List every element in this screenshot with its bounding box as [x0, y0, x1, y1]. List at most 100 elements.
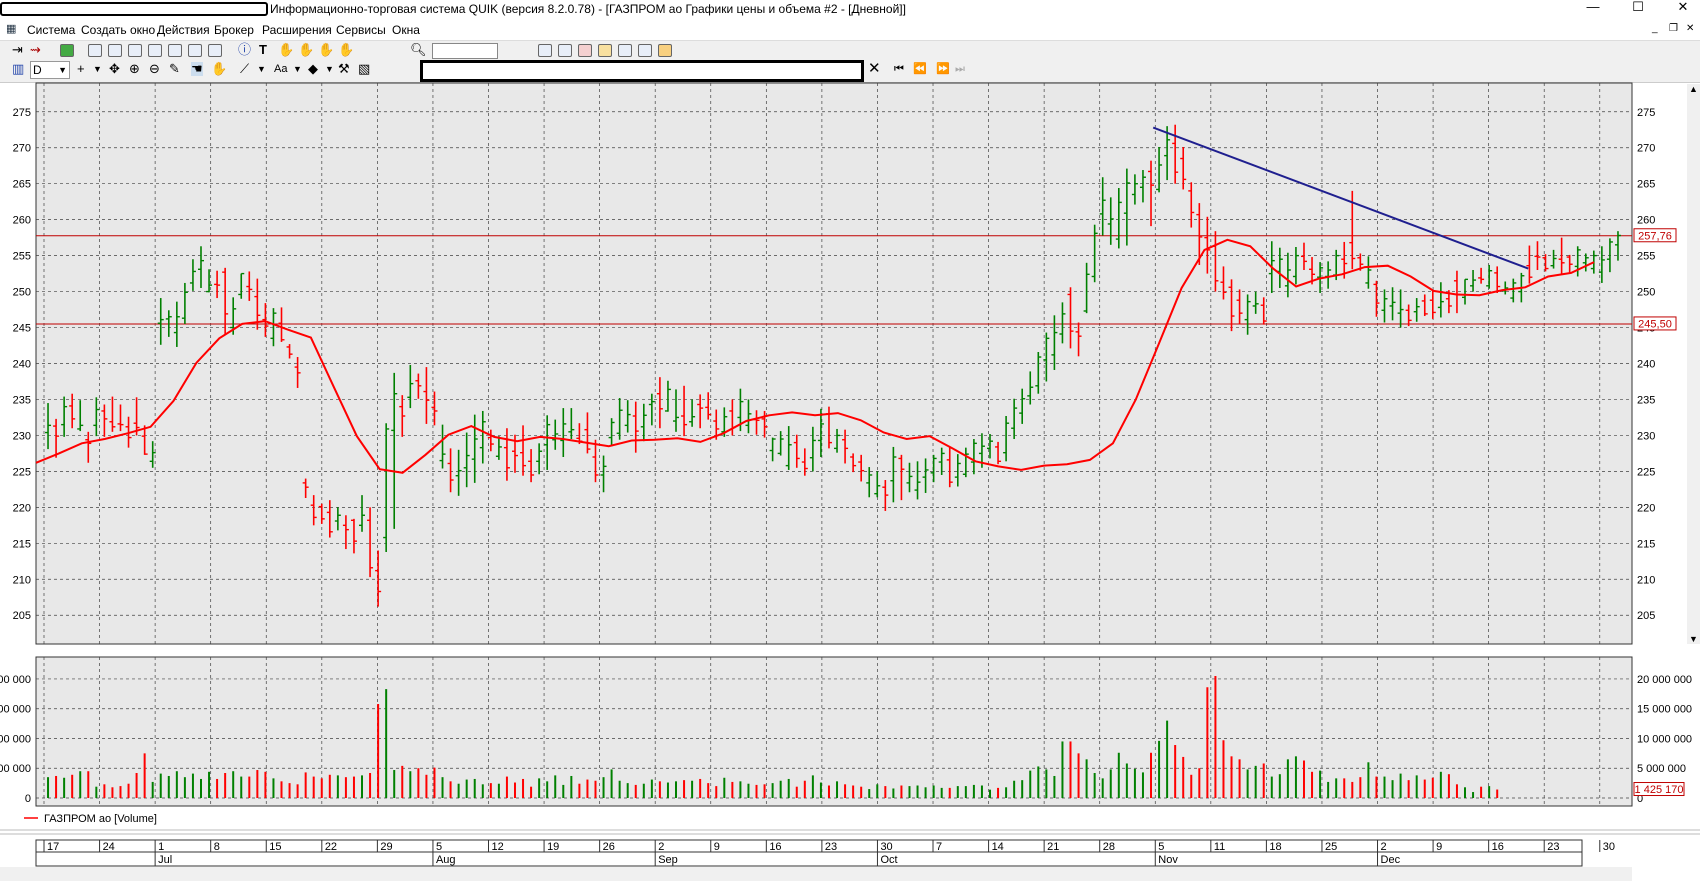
ohlc-bar	[1534, 241, 1541, 270]
stop-orders-icon[interactable]	[188, 44, 202, 57]
clear-icon[interactable]: ✕	[868, 60, 881, 77]
text-tool-icon[interactable]: T	[259, 42, 267, 57]
alert2-icon[interactable]	[558, 44, 572, 57]
minimize-button[interactable]: —	[1586, 0, 1600, 14]
line-tool-icon[interactable]: ⟋	[240, 61, 250, 76]
ohlc-bar	[1598, 246, 1605, 283]
ohlc-bar	[1003, 416, 1010, 462]
orders-icon[interactable]	[128, 44, 142, 57]
next-icon[interactable]: ⏩	[936, 63, 950, 75]
ohlc-bar	[1284, 252, 1291, 298]
menu-services[interactable]: Сервисы	[336, 23, 386, 37]
quotes-icon[interactable]	[108, 44, 122, 57]
menu-create-window[interactable]: Создать окно	[81, 23, 156, 37]
redacted-instrument-field[interactable]	[420, 60, 864, 82]
ohlc-bar	[1373, 280, 1380, 317]
interval-select[interactable]: D ▼	[30, 61, 70, 79]
vertical-scrollbar[interactable]: ▲ ▼	[1687, 84, 1700, 644]
new-window-icon[interactable]	[60, 44, 74, 57]
ohlc-bar	[1244, 294, 1251, 335]
ohlc-bar	[850, 453, 857, 473]
hand3-icon[interactable]: ✋	[318, 42, 335, 57]
table-icon[interactable]	[88, 44, 102, 57]
ohlc-bar	[568, 408, 575, 440]
zoom-out-icon[interactable]: ⊖	[149, 61, 160, 76]
ohlc-bar	[1156, 147, 1163, 193]
moving-average-line	[35, 238, 1595, 474]
ohlc-bar	[962, 447, 969, 478]
menu-extensions[interactable]: Расширения	[262, 23, 332, 37]
ohlc-bar	[165, 310, 172, 337]
brush-icon[interactable]: ⚒	[338, 61, 350, 76]
ohlc-bar	[834, 428, 841, 453]
volume-last-badge	[1633, 782, 1685, 797]
font-dropdown-icon[interactable]: ▼	[293, 64, 302, 74]
line-dropdown-icon[interactable]: ▼	[257, 64, 266, 74]
disconnect-icon[interactable]: ⇝	[30, 42, 41, 57]
ohlc-bar	[1341, 241, 1348, 279]
chart-type-icon[interactable]: ▥	[12, 61, 25, 76]
alert3-icon[interactable]	[578, 44, 592, 57]
menu-actions[interactable]: Действия	[157, 23, 210, 37]
hand4-icon[interactable]: ✋	[338, 42, 355, 57]
connect-icon[interactable]: ⇥	[12, 42, 23, 57]
scroll-down-icon[interactable]: ▼	[1689, 634, 1698, 644]
lock-icon[interactable]	[658, 44, 672, 57]
eraser-icon[interactable]: ▧	[358, 61, 371, 76]
menu-windows[interactable]: Окна	[392, 23, 420, 37]
font-tool-icon[interactable]: Aa	[274, 63, 288, 75]
ruler-icon[interactable]: ✎	[169, 61, 180, 76]
ohlc-bar	[463, 432, 470, 488]
maximize-button[interactable]: ☐	[1632, 0, 1644, 14]
ohlc-bar	[721, 407, 728, 437]
move-icon[interactable]: ✥	[109, 61, 120, 76]
ohlc-bar	[1035, 351, 1042, 394]
info-icon[interactable]: ⓘ	[238, 42, 252, 57]
fill-dropdown-icon[interactable]: ▼	[325, 64, 334, 74]
horizontal-scrollbar[interactable]	[0, 867, 1632, 881]
portfolio-icon[interactable]	[208, 44, 222, 57]
menu-system[interactable]: Система	[27, 23, 76, 37]
ohlc-bar	[1445, 290, 1452, 314]
ohlc-bar	[938, 447, 945, 475]
close-button[interactable]: ✕	[1677, 0, 1689, 14]
trend-line[interactable]	[1152, 126, 1529, 270]
search-icon[interactable]: 🔍︎	[410, 42, 427, 57]
prev-icon[interactable]: ⏪	[913, 63, 927, 75]
ohlc-bar	[1075, 322, 1082, 357]
price-tick-label-left: 215	[13, 538, 31, 550]
ohlc-bar	[1180, 147, 1187, 190]
last-icon[interactable]: ⏭	[955, 63, 965, 75]
mdi-restore-icon[interactable]: ❐	[1669, 23, 1678, 34]
ohlc-bar	[1582, 253, 1589, 272]
deals-icon[interactable]	[168, 44, 182, 57]
first-icon[interactable]: ⏮	[894, 63, 904, 75]
ohlc-bar	[842, 429, 849, 464]
hand-icon[interactable]: ✋	[278, 42, 295, 57]
select-hand-icon[interactable]: ☚	[191, 61, 203, 76]
search-input[interactable]	[432, 43, 498, 59]
price-tick-label-left: 260	[13, 215, 31, 227]
chevron-down-icon[interactable]: ▼	[93, 64, 102, 74]
ohlc-bar	[206, 269, 213, 293]
alert-icon[interactable]	[538, 44, 552, 57]
ohlc-bar	[1011, 398, 1018, 440]
mdi-close-icon[interactable]: ✕	[1686, 23, 1695, 34]
alert5-icon[interactable]	[618, 44, 632, 57]
time-axis-month-label: Sep	[658, 854, 678, 866]
menu-broker[interactable]: Брокер	[214, 23, 254, 37]
scroll-up-icon[interactable]: ▲	[1689, 84, 1698, 94]
hand2-icon[interactable]: ✋	[298, 42, 315, 57]
trades-icon[interactable]	[148, 44, 162, 57]
fill-icon[interactable]: ◆	[308, 61, 318, 76]
pan-hand-icon[interactable]: ✋	[211, 61, 228, 76]
mdi-minimize-icon[interactable]: _	[1652, 23, 1658, 34]
alert4-icon[interactable]	[598, 44, 612, 57]
mail-icon[interactable]	[638, 44, 652, 57]
ohlc-bar	[262, 303, 269, 337]
zoom-in-icon[interactable]: ⊕	[129, 61, 140, 76]
time-axis-month-label: Jul	[158, 854, 172, 866]
ohlc-bar	[1027, 371, 1034, 405]
ohlc-bar	[359, 495, 366, 532]
crosshair-icon[interactable]: +	[77, 61, 85, 76]
